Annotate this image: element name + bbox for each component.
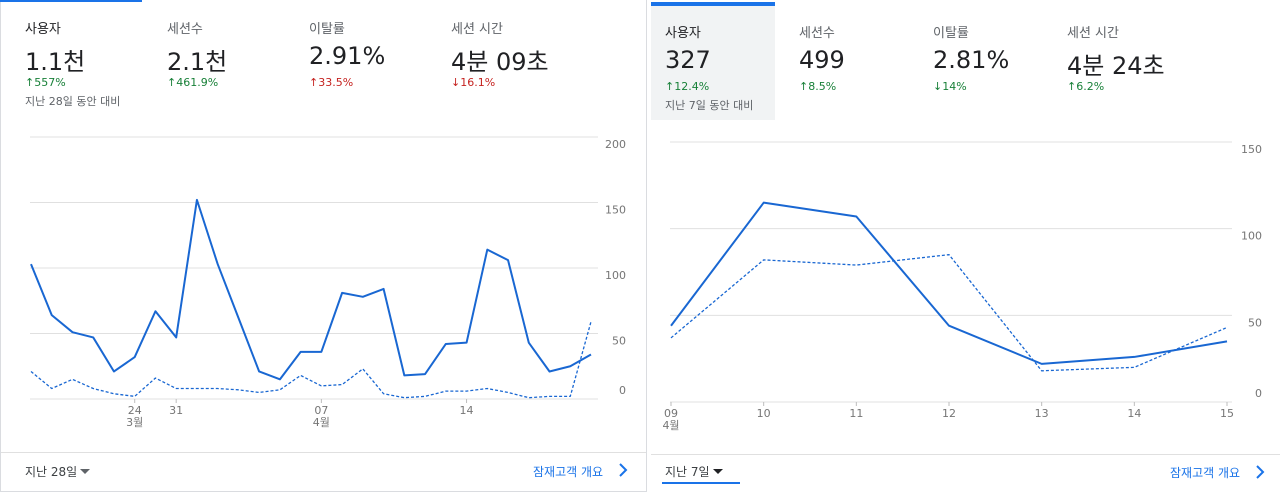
metric-change: ↑8.5% (799, 80, 837, 93)
dropdown-arrow[interactable] (80, 469, 90, 474)
overview-link[interactable]: 잠재고객 개요 (1170, 466, 1241, 480)
y-tick-label: 100 (1241, 230, 1262, 243)
metric-label[interactable]: 사용자 (25, 22, 61, 37)
metric-change: ↑6.2% (1067, 80, 1105, 93)
x-tick-label: 14 (460, 404, 474, 417)
x-tick-label: 09 (664, 407, 678, 420)
metric-label[interactable]: 세션수 (799, 26, 835, 41)
metric-value: 1.1천 (25, 48, 86, 76)
x-tick-label: 12 (942, 407, 956, 420)
right-tab-indicator (651, 2, 775, 6)
comparison-text: 지난 7일 동안 대비 (665, 99, 754, 112)
metric-value: 4분 09초 (451, 48, 549, 76)
range-underline (662, 482, 740, 484)
overview-link[interactable]: 잠재고객 개요 (533, 465, 604, 479)
y-tick-label: 50 (1248, 316, 1262, 329)
right-tab-selected[interactable] (651, 2, 775, 120)
x-tick-label: 10 (757, 407, 771, 420)
x-tick-sublabel: 3월 (126, 416, 143, 429)
chevron[interactable] (619, 463, 628, 477)
x-tick-sublabel: 4월 (313, 416, 330, 429)
metric-value: 327 (665, 46, 711, 74)
metric-value: 2.91% (309, 42, 386, 70)
x-tick-sublabel: 4월 (662, 419, 679, 432)
x-tick-label: 11 (849, 407, 863, 420)
x-tick-label: 07 (314, 404, 328, 417)
metric-value: 4분 24초 (1067, 52, 1165, 80)
right-footer-divider (651, 454, 1280, 455)
left-tab-indicator (0, 0, 142, 2)
date-range[interactable]: 지난 7일 (665, 465, 710, 479)
series-line (670, 201, 1228, 365)
metric-value: 2.1천 (167, 48, 228, 76)
comparison-text: 지난 28일 동안 대비 (25, 95, 121, 108)
dropdown-arrow[interactable] (713, 469, 723, 474)
date-range[interactable]: 지난 28일 (25, 465, 78, 479)
metric-change: ↑557% (25, 76, 66, 89)
x-tick-label: 24 (128, 404, 142, 417)
left-card (0, 0, 647, 492)
y-tick-label: 100 (605, 269, 626, 282)
y-tick-label: 0 (1255, 387, 1262, 400)
x-tick-label: 31 (169, 404, 183, 417)
y-tick-label: 200 (605, 138, 626, 151)
x-tick-label: 15 (1220, 407, 1234, 420)
x-tick-label: 14 (1127, 407, 1141, 420)
metric-change: ↓14% (933, 80, 967, 93)
metric-label[interactable]: 이탈률 (309, 22, 345, 37)
metric-value: 499 (799, 46, 845, 74)
left-footer-divider (1, 452, 646, 453)
metric-change: ↓16.1% (451, 76, 496, 89)
y-tick-label: 150 (1241, 143, 1262, 156)
metric-label[interactable]: 세션 시간 (451, 22, 503, 37)
x-tick-label: 13 (1035, 407, 1049, 420)
series-line (30, 321, 592, 399)
y-tick-label: 0 (619, 384, 626, 397)
metric-change: ↑33.5% (309, 76, 354, 89)
metric-change: ↑461.9% (167, 76, 219, 89)
series-line (30, 198, 592, 381)
series-line (670, 254, 1228, 372)
metric-label[interactable]: 이탈률 (933, 26, 969, 41)
y-tick-label: 50 (612, 335, 626, 348)
metric-value: 2.81% (933, 46, 1010, 74)
metric-label[interactable]: 세션수 (167, 22, 203, 37)
metric-label[interactable]: 세션 시간 (1067, 26, 1119, 41)
chevron[interactable] (1256, 465, 1265, 479)
metric-label[interactable]: 사용자 (665, 26, 701, 41)
y-tick-label: 150 (605, 204, 626, 217)
metric-change: ↑12.4% (665, 80, 710, 93)
